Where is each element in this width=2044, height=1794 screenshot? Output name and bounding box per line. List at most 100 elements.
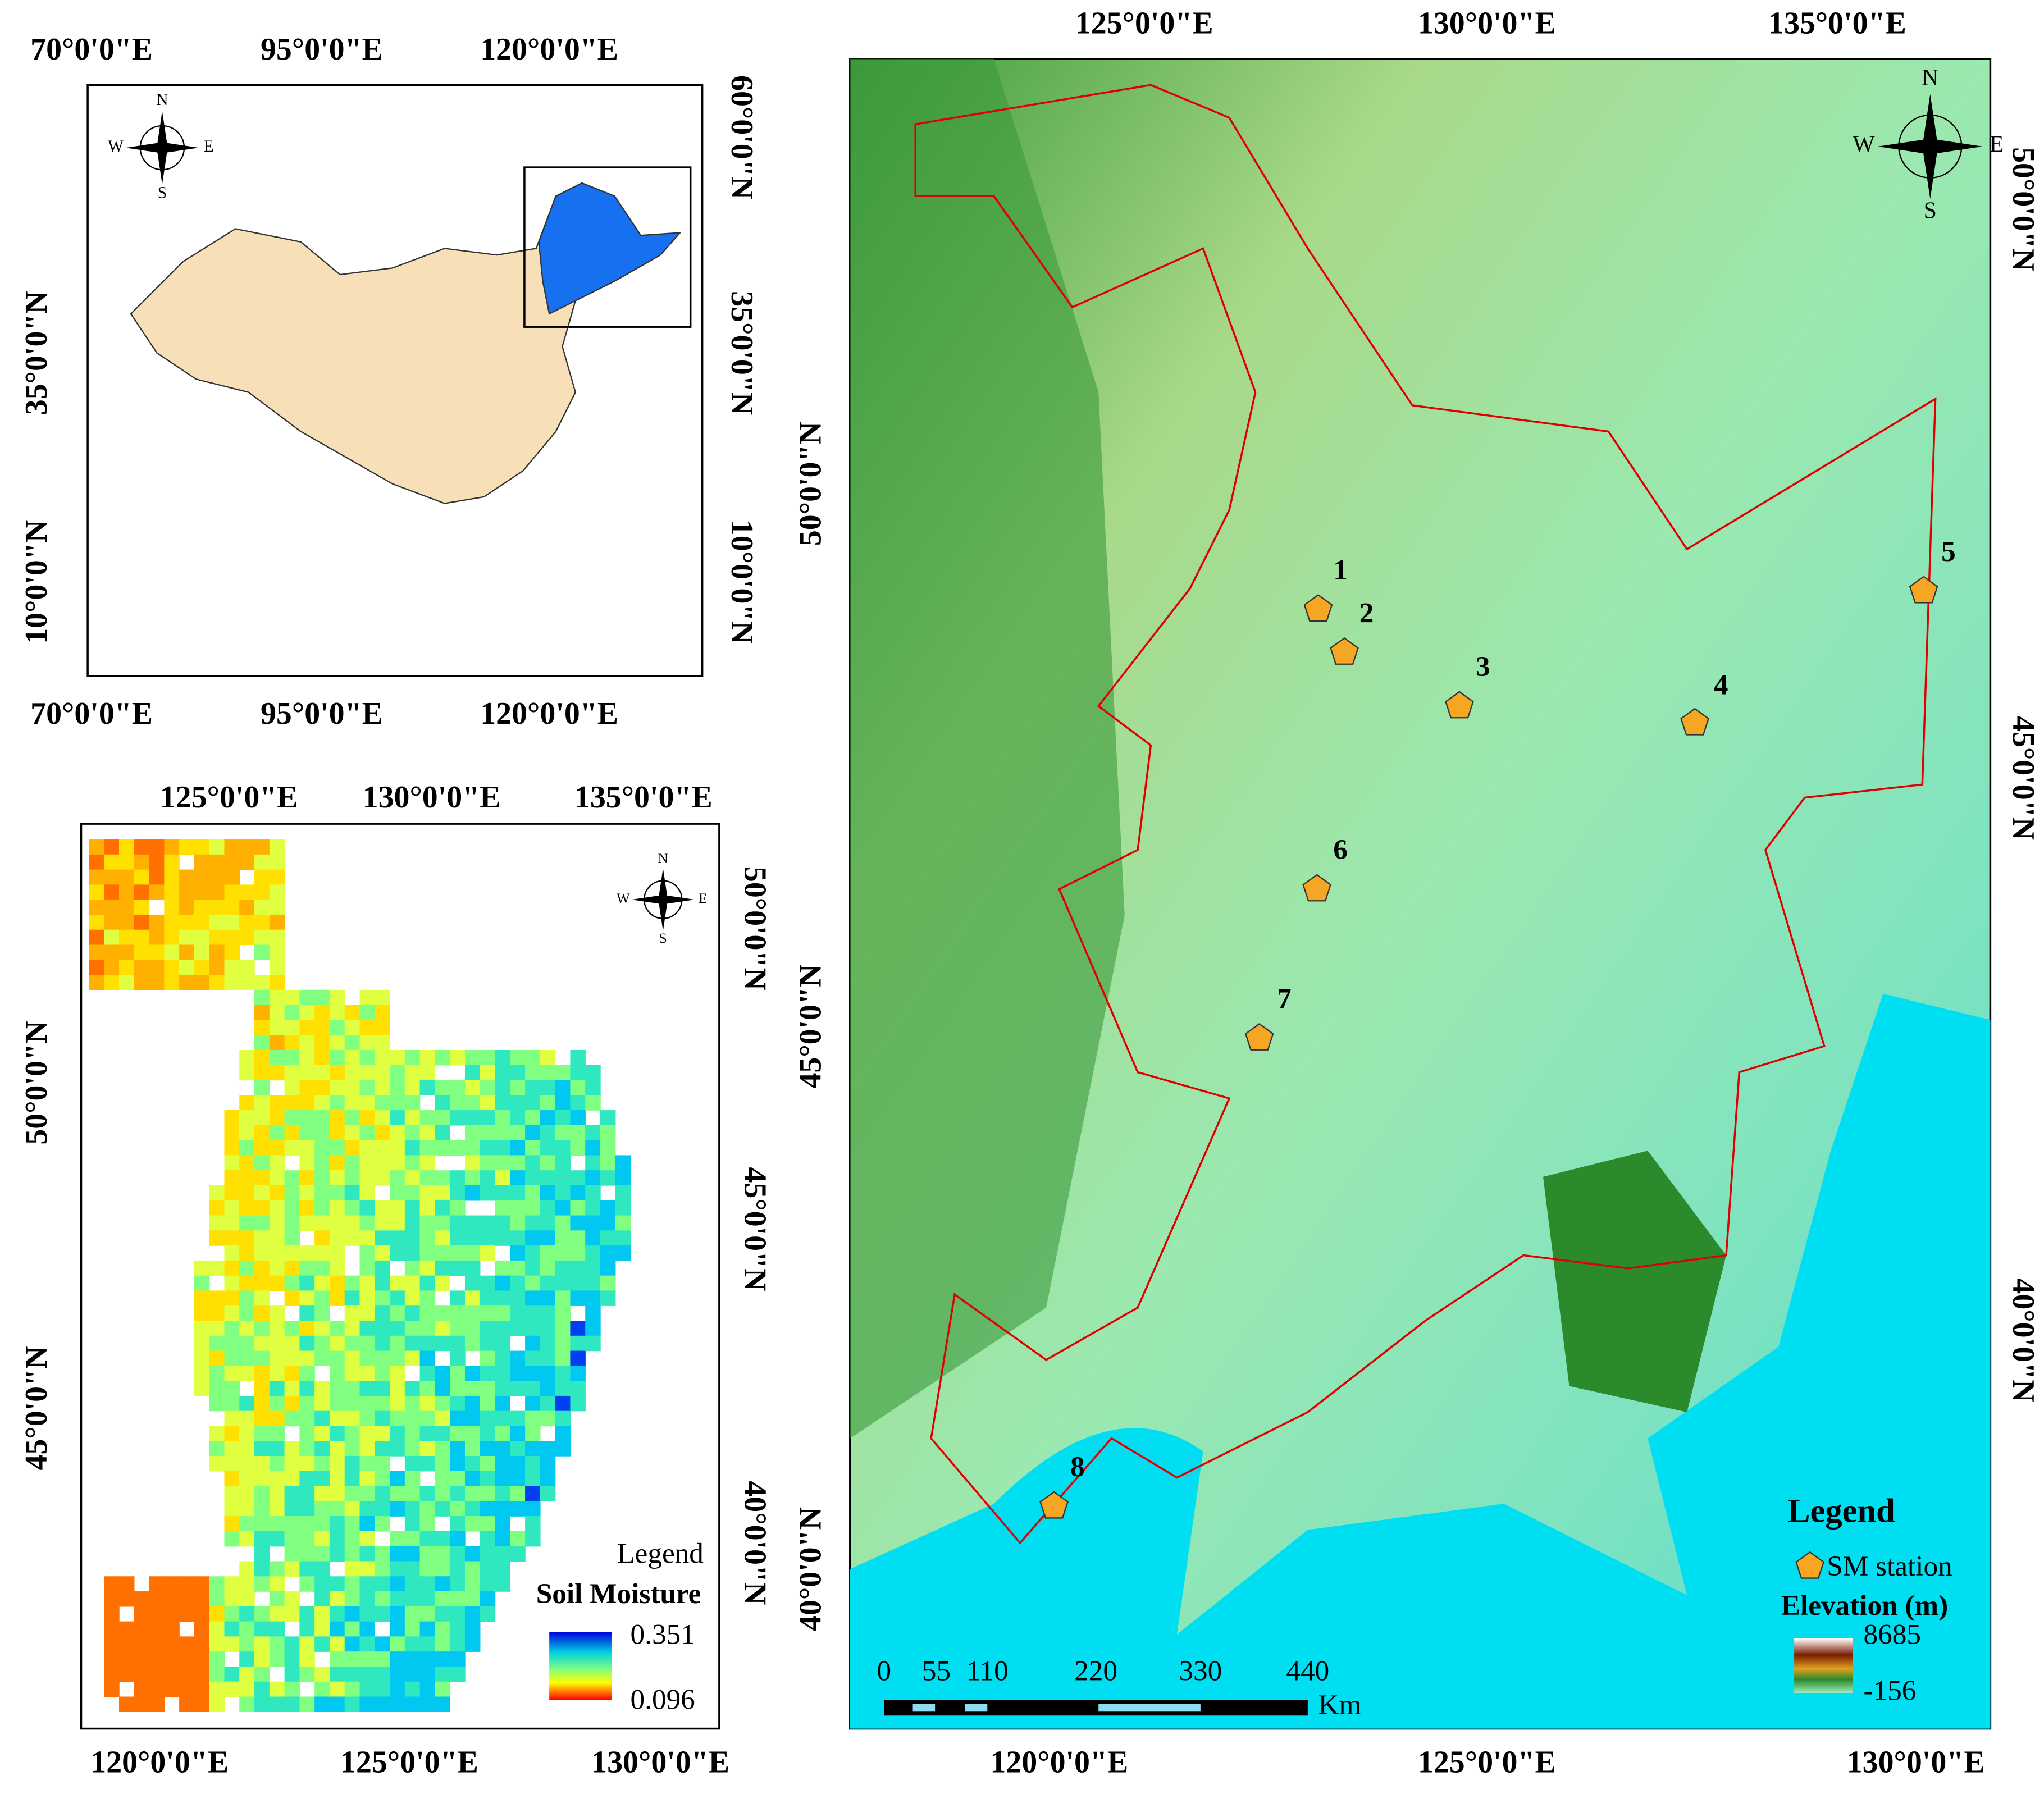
cell — [209, 1350, 225, 1367]
cell — [224, 1591, 240, 1607]
cell — [344, 1456, 361, 1472]
cell — [495, 1140, 511, 1156]
x-tick-label: 125°0'0"E — [1418, 1745, 1556, 1780]
x-tick-label: 125°0'0"E — [160, 780, 298, 815]
cell — [435, 1696, 450, 1712]
cell — [329, 1366, 345, 1381]
cell — [224, 869, 240, 885]
cell — [239, 1561, 255, 1577]
cell — [329, 1651, 345, 1667]
station-marker — [1330, 637, 1359, 665]
cell — [359, 1395, 375, 1412]
cell — [329, 1275, 345, 1291]
cell — [464, 1245, 481, 1261]
cell — [390, 1350, 405, 1367]
cell — [329, 1350, 345, 1367]
cell — [329, 1501, 345, 1517]
cell — [269, 975, 285, 990]
cell — [450, 1471, 466, 1487]
cell — [89, 869, 104, 885]
cell — [314, 1321, 330, 1336]
cell — [419, 1230, 436, 1246]
cell — [254, 1065, 270, 1081]
cell — [495, 1110, 511, 1126]
cell — [239, 1456, 255, 1472]
cell — [194, 1335, 210, 1352]
cell — [510, 1501, 526, 1517]
x-tick-label: 125°0'0"E — [340, 1745, 478, 1780]
cell — [194, 839, 210, 855]
cell — [495, 1410, 511, 1427]
cell — [495, 1441, 511, 1457]
cell — [435, 1501, 450, 1517]
cell — [464, 1215, 481, 1231]
cell — [269, 1321, 285, 1336]
cell — [194, 1681, 210, 1697]
cell — [435, 1110, 450, 1126]
cell — [239, 1215, 255, 1231]
cell — [464, 1140, 481, 1156]
cell — [419, 1260, 436, 1276]
cell — [480, 1305, 496, 1321]
cell — [525, 1230, 541, 1246]
cell — [209, 1576, 225, 1592]
cell — [209, 839, 225, 855]
cell — [435, 1260, 450, 1276]
cell — [239, 1636, 255, 1652]
cell — [224, 1245, 240, 1261]
cell — [164, 1681, 180, 1697]
cell — [254, 1381, 270, 1396]
cell — [359, 1275, 375, 1291]
cell — [269, 1140, 285, 1156]
cell — [269, 1245, 285, 1261]
cell — [89, 914, 104, 930]
cell — [224, 1576, 240, 1592]
cell — [344, 1275, 361, 1291]
cell — [284, 1561, 300, 1577]
cell — [104, 1666, 120, 1682]
cell — [390, 1170, 405, 1186]
cell — [435, 1471, 450, 1487]
cell — [390, 1185, 405, 1201]
y-tick-label: 10°0'0"N — [724, 520, 759, 644]
cell — [284, 1049, 300, 1066]
cell — [555, 1426, 571, 1441]
cell — [299, 1366, 315, 1381]
legend-title: Legend — [1787, 1492, 1895, 1530]
cell — [359, 1005, 375, 1021]
cell — [254, 1546, 270, 1562]
y-tick-label: 45°0'0"N — [19, 1346, 54, 1471]
cell — [239, 960, 255, 975]
cell — [209, 854, 225, 870]
legend-ramp — [549, 1632, 612, 1700]
cell — [570, 1245, 586, 1261]
cell — [89, 960, 104, 975]
cell — [450, 1140, 466, 1156]
cell — [269, 1636, 285, 1652]
cell — [419, 1456, 436, 1472]
cell — [344, 1230, 361, 1246]
cell — [104, 839, 120, 855]
cell — [254, 1501, 270, 1517]
cell — [540, 1395, 556, 1412]
cell — [435, 1321, 450, 1336]
cell — [149, 929, 165, 946]
cell — [299, 1636, 315, 1652]
cell — [254, 1350, 270, 1367]
cell — [359, 1696, 375, 1712]
cell — [585, 1305, 601, 1321]
cell — [254, 1471, 270, 1487]
cell — [209, 1215, 225, 1231]
cell — [254, 1005, 270, 1021]
cell — [284, 1546, 300, 1562]
cell — [359, 1140, 375, 1156]
cell — [450, 1561, 466, 1577]
cell — [375, 1561, 390, 1577]
cell — [134, 1606, 150, 1622]
cell — [344, 1441, 361, 1457]
cell — [555, 1335, 571, 1352]
cell — [375, 1065, 390, 1081]
cell — [254, 1335, 270, 1352]
cell — [464, 1395, 481, 1412]
cell — [555, 1381, 571, 1396]
